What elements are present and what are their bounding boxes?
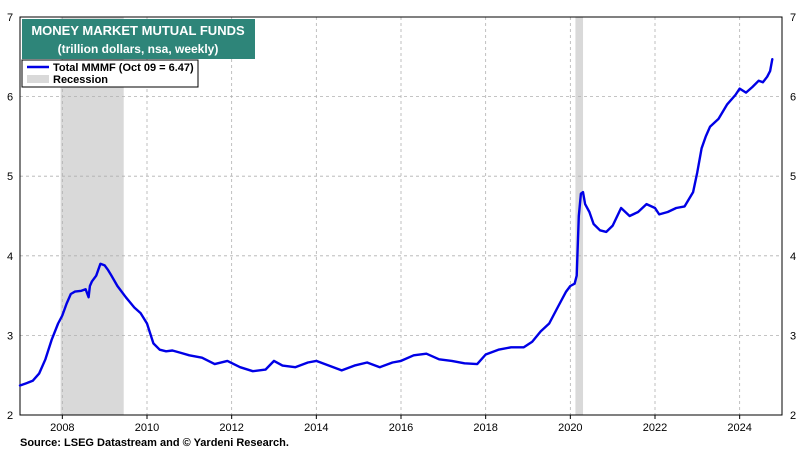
legend-box xyxy=(21,59,199,88)
series-layer xyxy=(18,58,774,387)
series-line-mmmf xyxy=(18,58,774,387)
x-tick-label: 2020 xyxy=(558,422,582,434)
chart-title: MONEY MARKET MUTUAL FUNDS xyxy=(31,23,245,38)
x-tick-label: 2010 xyxy=(135,422,159,434)
y-tick-label-right: 7 xyxy=(790,12,796,24)
x-tick-label: 2024 xyxy=(727,422,751,434)
x-tick-label: 2016 xyxy=(389,422,413,434)
y-tick-label-right: 4 xyxy=(790,251,796,263)
chart-subtitle: (trillion dollars, nsa, weekly) xyxy=(58,42,219,56)
y-tick-label-right: 6 xyxy=(790,92,796,104)
y-axis: 2 2 3 3 4 4 5 5 6 6 7 7 xyxy=(7,12,796,422)
y-tick-label-left: 2 xyxy=(7,410,13,422)
title-box: MONEY MARKET MUTUAL FUNDS (trillion doll… xyxy=(22,19,255,59)
x-tick-label: 2018 xyxy=(473,422,497,434)
y-tick-label-left: 4 xyxy=(7,251,13,263)
x-tick-label: 2008 xyxy=(50,422,74,434)
x-axis: 2008 2010 2012 2014 2016 2018 2020 2022 2024 xyxy=(50,415,752,434)
y-tick-label-right: 2 xyxy=(790,410,796,422)
source-note: Source: LSEG Datastream and © Yardeni Re… xyxy=(20,437,289,449)
grid xyxy=(20,17,782,415)
y-tick-label-right: 3 xyxy=(790,330,796,342)
y-tick-label-left: 6 xyxy=(7,92,13,104)
title-background xyxy=(22,19,255,59)
x-tick-label: 2012 xyxy=(219,422,243,434)
legend-swatch-recession xyxy=(27,75,49,83)
y-tick-label-left: 7 xyxy=(7,12,13,24)
y-tick-label-left: 5 xyxy=(7,171,13,183)
legend-label-mmmf: Total MMMF (Oct 09 = 6.47) xyxy=(53,62,194,74)
x-tick-label: 2014 xyxy=(304,422,328,434)
legend: Total MMMF (Oct 09 = 6.47) Recession xyxy=(21,59,199,88)
y-tick-label-right: 5 xyxy=(790,171,796,183)
y-tick-label-left: 3 xyxy=(7,330,13,342)
x-tick-label: 2022 xyxy=(643,422,667,434)
legend-label-recession: Recession xyxy=(53,74,108,86)
